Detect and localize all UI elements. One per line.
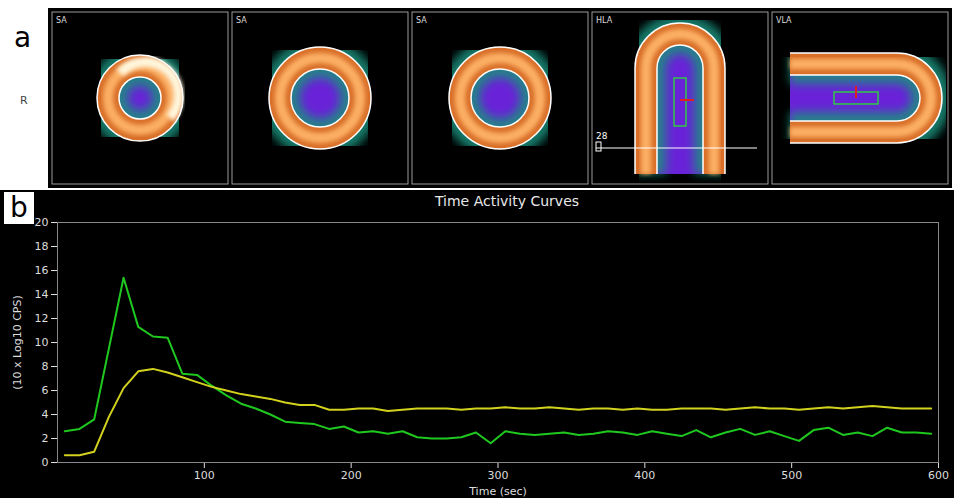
svg-text:0: 0 — [42, 456, 49, 469]
svg-text:28: 28 — [596, 131, 608, 141]
svg-text:12: 12 — [35, 312, 49, 325]
svg-text:18: 18 — [35, 240, 49, 253]
svg-text:(10 x Log10 CPS): (10 x Log10 CPS) — [11, 295, 24, 390]
svg-text:600: 600 — [928, 469, 949, 482]
svg-text:2: 2 — [42, 432, 49, 445]
svg-text:HLA: HLA — [596, 16, 613, 25]
svg-text:6: 6 — [42, 384, 49, 397]
svg-text:20: 20 — [35, 216, 49, 229]
svg-text:200: 200 — [341, 469, 362, 482]
svg-text:R: R — [20, 94, 28, 107]
svg-text:16: 16 — [35, 264, 49, 277]
svg-text:300: 300 — [488, 469, 509, 482]
svg-text:SA: SA — [56, 16, 67, 25]
svg-text:4: 4 — [42, 408, 49, 421]
html-text:b: b — [10, 191, 28, 224]
html-text:a: a — [14, 21, 32, 54]
svg-text:SA: SA — [236, 16, 247, 25]
svg-text:400: 400 — [634, 469, 655, 482]
svg-text:8: 8 — [42, 360, 49, 373]
html-text:Time Activity Curves: Time Activity Curves — [434, 193, 580, 209]
svg-text:SA: SA — [416, 16, 427, 25]
svg-text:500: 500 — [781, 469, 802, 482]
svg-text:10: 10 — [35, 336, 49, 349]
svg-text:14: 14 — [35, 288, 49, 301]
svg-text:Time (sec): Time (sec) — [468, 485, 527, 498]
svg-text:VLA: VLA — [776, 16, 792, 25]
svg-text:100: 100 — [194, 469, 215, 482]
